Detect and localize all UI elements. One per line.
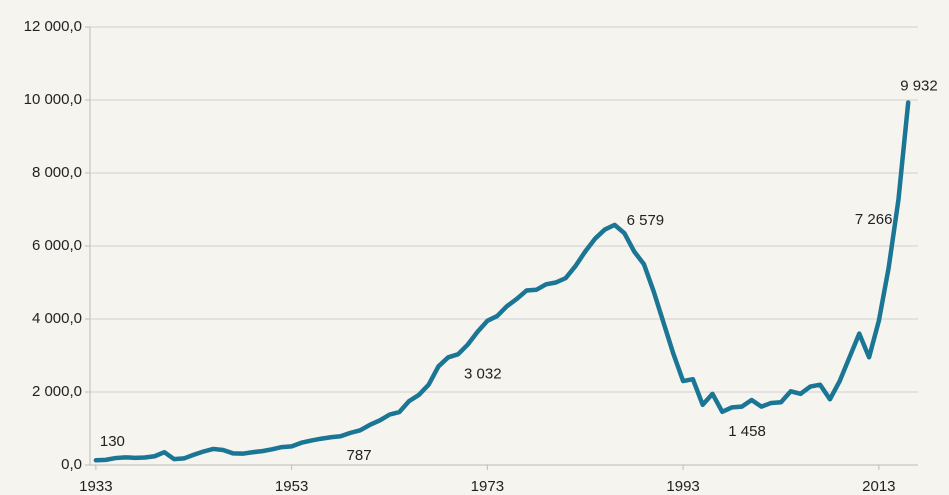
data-label: 787	[347, 447, 372, 464]
line	[93, 100, 911, 463]
y-tick-label: 12 000,0	[24, 18, 82, 35]
y-tick-label: 4 000,0	[32, 310, 82, 327]
data-label: 3 032	[464, 365, 502, 382]
data-label: 1 458	[728, 423, 766, 440]
data-label: 9 932	[900, 77, 938, 94]
x-tick-label: 1993	[666, 478, 699, 495]
x-tick-label: 1933	[79, 478, 112, 495]
x-tick-label: 1973	[471, 478, 504, 495]
x-tick-label: 2013	[862, 478, 895, 495]
y-tick-label: 2 000,0	[32, 383, 82, 400]
x-tick-label: 1953	[275, 478, 308, 495]
y-tick-label: 6 000,0	[32, 237, 82, 254]
y-tick-label: 10 000,0	[24, 91, 82, 108]
data-label: 130	[100, 433, 125, 450]
data-label: 6 579	[627, 212, 665, 229]
data-label: 7 266	[855, 211, 893, 228]
y-tick-label: 0,0	[61, 456, 82, 473]
y-tick-label: 8 000,0	[32, 164, 82, 181]
